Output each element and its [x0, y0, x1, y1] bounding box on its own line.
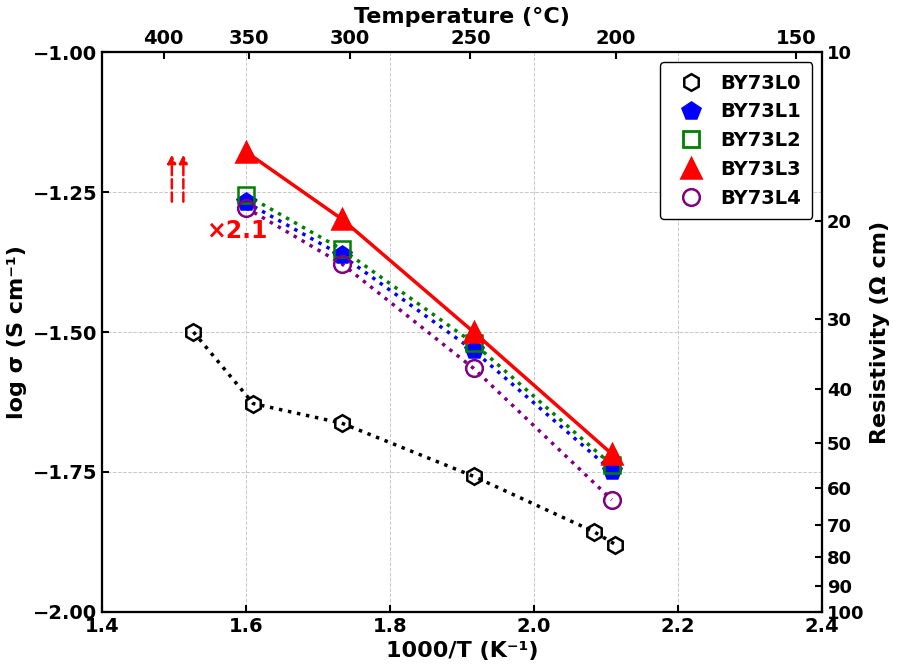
- Y-axis label: Resistivity (Ω cm): Resistivity (Ω cm): [870, 220, 890, 444]
- Legend: BY73L0, BY73L1, BY73L2, BY73L3, BY73L4: BY73L0, BY73L1, BY73L2, BY73L3, BY73L4: [659, 62, 813, 219]
- X-axis label: 1000/T (K⁻¹): 1000/T (K⁻¹): [386, 641, 538, 661]
- X-axis label: Temperature (°C): Temperature (°C): [354, 7, 570, 27]
- Text: ×2.1: ×2.1: [206, 219, 268, 243]
- Y-axis label: log σ (S cm⁻¹): log σ (S cm⁻¹): [7, 245, 27, 419]
